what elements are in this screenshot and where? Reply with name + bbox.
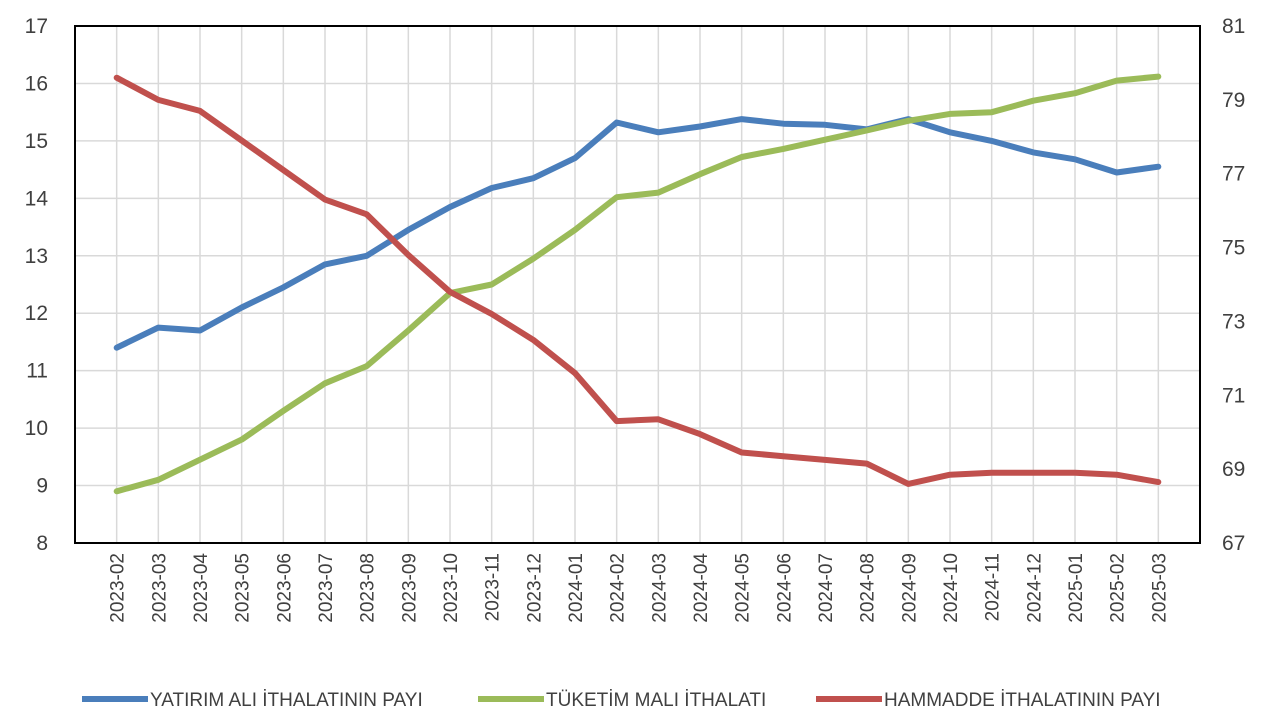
y-left-axis: 8 9 10 11 12 13 14 15 16 17 [25, 15, 49, 555]
y-right-tick-label: 71 [1222, 384, 1245, 407]
x-tick-label: 2025-03 [1149, 553, 1170, 623]
x-tick-label: 2023-10 [441, 553, 462, 623]
x-tick-label: 2023-12 [524, 553, 545, 623]
series-line-1 [113, 116, 1162, 351]
x-tick-label: 2023-09 [399, 553, 420, 623]
x-axis: 2023-02 2023-03 2023-04 2023-05 2023-06 2023-… [108, 553, 1171, 623]
grid [75, 25, 1200, 544]
y-right-tick-label: 75 [1222, 237, 1245, 260]
y-right-axis: 67 69 71 73 75 77 79 81 [1222, 15, 1245, 555]
x-tick-label: 2024-12 [1024, 553, 1045, 623]
y-left-tick-label: 17 [25, 15, 48, 38]
y-left-tick-label: 12 [25, 302, 48, 325]
x-tick-label: 2024-06 [774, 553, 795, 623]
y-left-tick-label: 14 [25, 187, 49, 210]
x-tick-label: 2023-04 [191, 553, 212, 623]
legend-label-2: TÜKETİM MALI İTHALATI [546, 690, 766, 711]
x-tick-label: 2024-09 [899, 553, 920, 623]
plot-frame [74, 25, 1201, 544]
series-line-2 [113, 73, 1162, 495]
y-right-tick-label: 81 [1222, 15, 1245, 38]
y-right-tick-label: 79 [1222, 89, 1245, 112]
x-tick-label: 2023-11 [483, 553, 504, 621]
y-left-tick-label: 16 [25, 72, 48, 95]
x-tick-label: 2025-01 [1066, 553, 1087, 623]
y-left-tick-label: 10 [25, 417, 48, 440]
legend-label-1: YATIRIM ALI İTHALATININ PAYI [150, 690, 423, 711]
x-tick-label: 2025-02 [1108, 553, 1129, 623]
y-right-tick-label: 73 [1222, 310, 1245, 333]
y-left-tick-label: 8 [36, 532, 48, 555]
y-left-tick-label: 15 [25, 130, 48, 153]
x-tick-label: 2024-02 [608, 553, 629, 623]
series-layer [113, 73, 1162, 495]
y-left-tick-label: 11 [26, 360, 48, 383]
y-left-tick-label: 13 [25, 245, 48, 268]
x-tick-label: 2023-03 [149, 553, 170, 623]
x-tick-label: 2024-08 [858, 553, 879, 623]
x-tick-label: 2024-01 [566, 553, 587, 623]
legend-label-3: HAMMADDE İTHALATININ PAYI [884, 690, 1161, 711]
series-line-3 [113, 74, 1162, 487]
y-right-tick-label: 69 [1222, 458, 1245, 481]
y-right-tick-label: 77 [1222, 163, 1245, 186]
x-tick-label: 2024-04 [691, 553, 712, 623]
x-tick-label: 2024-07 [816, 553, 837, 623]
x-tick-label: 2024-11 [983, 553, 1004, 621]
x-tick-label: 2023-05 [233, 553, 254, 623]
x-tick-label: 2023-02 [108, 553, 129, 623]
x-tick-label: 2024-05 [733, 553, 754, 623]
legend: YATIRIM ALI İTHALATININ PAYI TÜKETİM MALI… [82, 690, 1161, 711]
x-tick-label: 2024-03 [649, 553, 670, 623]
x-tick-label: 2024-10 [941, 553, 962, 623]
y-left-tick-label: 9 [36, 475, 48, 498]
y-right-tick-label: 67 [1222, 532, 1245, 555]
x-tick-label: 2023-07 [316, 553, 337, 623]
x-tick-label: 2023-06 [274, 553, 295, 623]
x-tick-label: 2023-08 [358, 553, 379, 623]
